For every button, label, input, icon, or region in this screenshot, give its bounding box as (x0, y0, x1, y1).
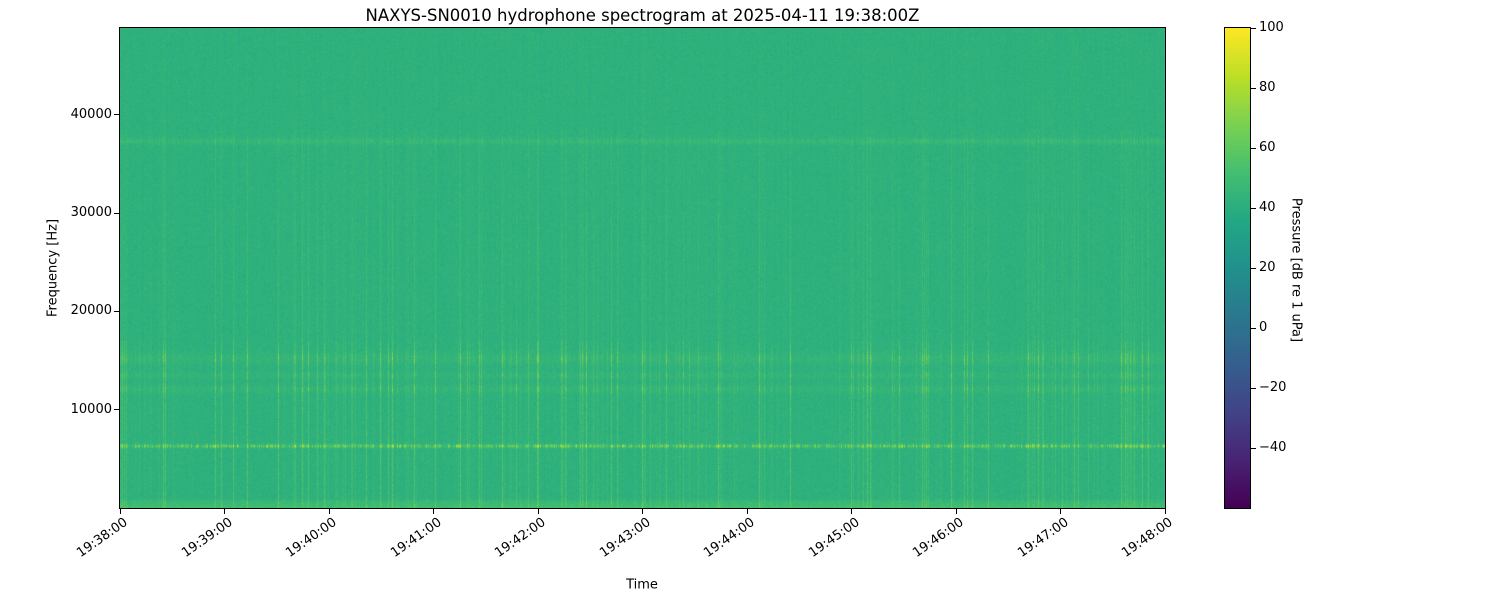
x-tick-label: 19:40:00 (283, 515, 340, 561)
x-tickmark (328, 509, 330, 514)
chart-title: NAXYS-SN0010 hydrophone spectrogram at 2… (365, 6, 920, 25)
colorbar-tick-label: −20 (1259, 380, 1287, 395)
colorbar (1224, 27, 1251, 509)
x-tickmark (746, 509, 748, 514)
colorbar-tickmark (1251, 147, 1256, 149)
y-tick-label: 10000 (70, 401, 112, 417)
x-tick-label: 19:41:00 (387, 515, 445, 561)
x-tickmark (1164, 509, 1166, 514)
x-tickmark (224, 509, 225, 514)
spectrogram-heatmap (120, 28, 1165, 508)
x-tickmark (433, 509, 434, 514)
x-tickmark (955, 509, 957, 514)
colorbar-tick-label: 100 (1259, 20, 1284, 35)
y-tickmark (114, 114, 119, 116)
colorbar-label: Pressure [dB re 1 uPa] (1288, 197, 1304, 343)
colorbar-tickmark (1251, 267, 1256, 269)
colorbar-tick-label: −40 (1259, 440, 1287, 455)
x-tick-label: 19:44:00 (701, 515, 758, 561)
y-axis-label: Frequency [Hz] (45, 218, 61, 318)
x-tick-label: 19:46:00 (910, 515, 967, 561)
y-tickmark (114, 409, 119, 411)
colorbar-tick-label: 80 (1259, 80, 1276, 95)
colorbar-tickmark (1251, 447, 1256, 449)
x-tick-label: 19:42:00 (492, 515, 549, 561)
x-tickmark (537, 509, 539, 514)
colorbar-tick-label: 0 (1259, 320, 1268, 335)
colorbar-tickmark (1251, 27, 1256, 29)
colorbar-tickmark (1251, 207, 1256, 209)
colorbar-tick-label: 20 (1259, 260, 1276, 275)
x-tickmark (851, 509, 852, 514)
x-tick-label: 19:45:00 (805, 515, 863, 561)
x-tickmark (119, 509, 121, 514)
colorbar-tick-label: 60 (1259, 140, 1276, 155)
colorbar-tickmark (1251, 87, 1256, 89)
colorbar-gradient (1225, 28, 1250, 508)
x-tick-label: 19:38:00 (74, 515, 131, 561)
colorbar-tickmark (1251, 327, 1256, 329)
y-tickmark (114, 310, 119, 312)
y-tick-label: 30000 (70, 205, 112, 221)
x-tick-label: 19:39:00 (178, 515, 236, 561)
plot-area (119, 27, 1166, 509)
y-tickmark (114, 212, 119, 214)
colorbar-tick-label: 40 (1259, 200, 1276, 215)
x-tickmark (642, 509, 643, 514)
x-tickmark (1060, 509, 1061, 514)
x-tick-label: 19:43:00 (596, 515, 654, 561)
colorbar-tickmark (1251, 387, 1256, 389)
x-tick-label: 19:48:00 (1119, 515, 1176, 561)
x-tick-label: 19:47:00 (1014, 515, 1072, 561)
y-tick-label: 40000 (70, 106, 112, 122)
x-axis-label: Time (626, 577, 658, 593)
y-tick-label: 20000 (70, 303, 112, 319)
